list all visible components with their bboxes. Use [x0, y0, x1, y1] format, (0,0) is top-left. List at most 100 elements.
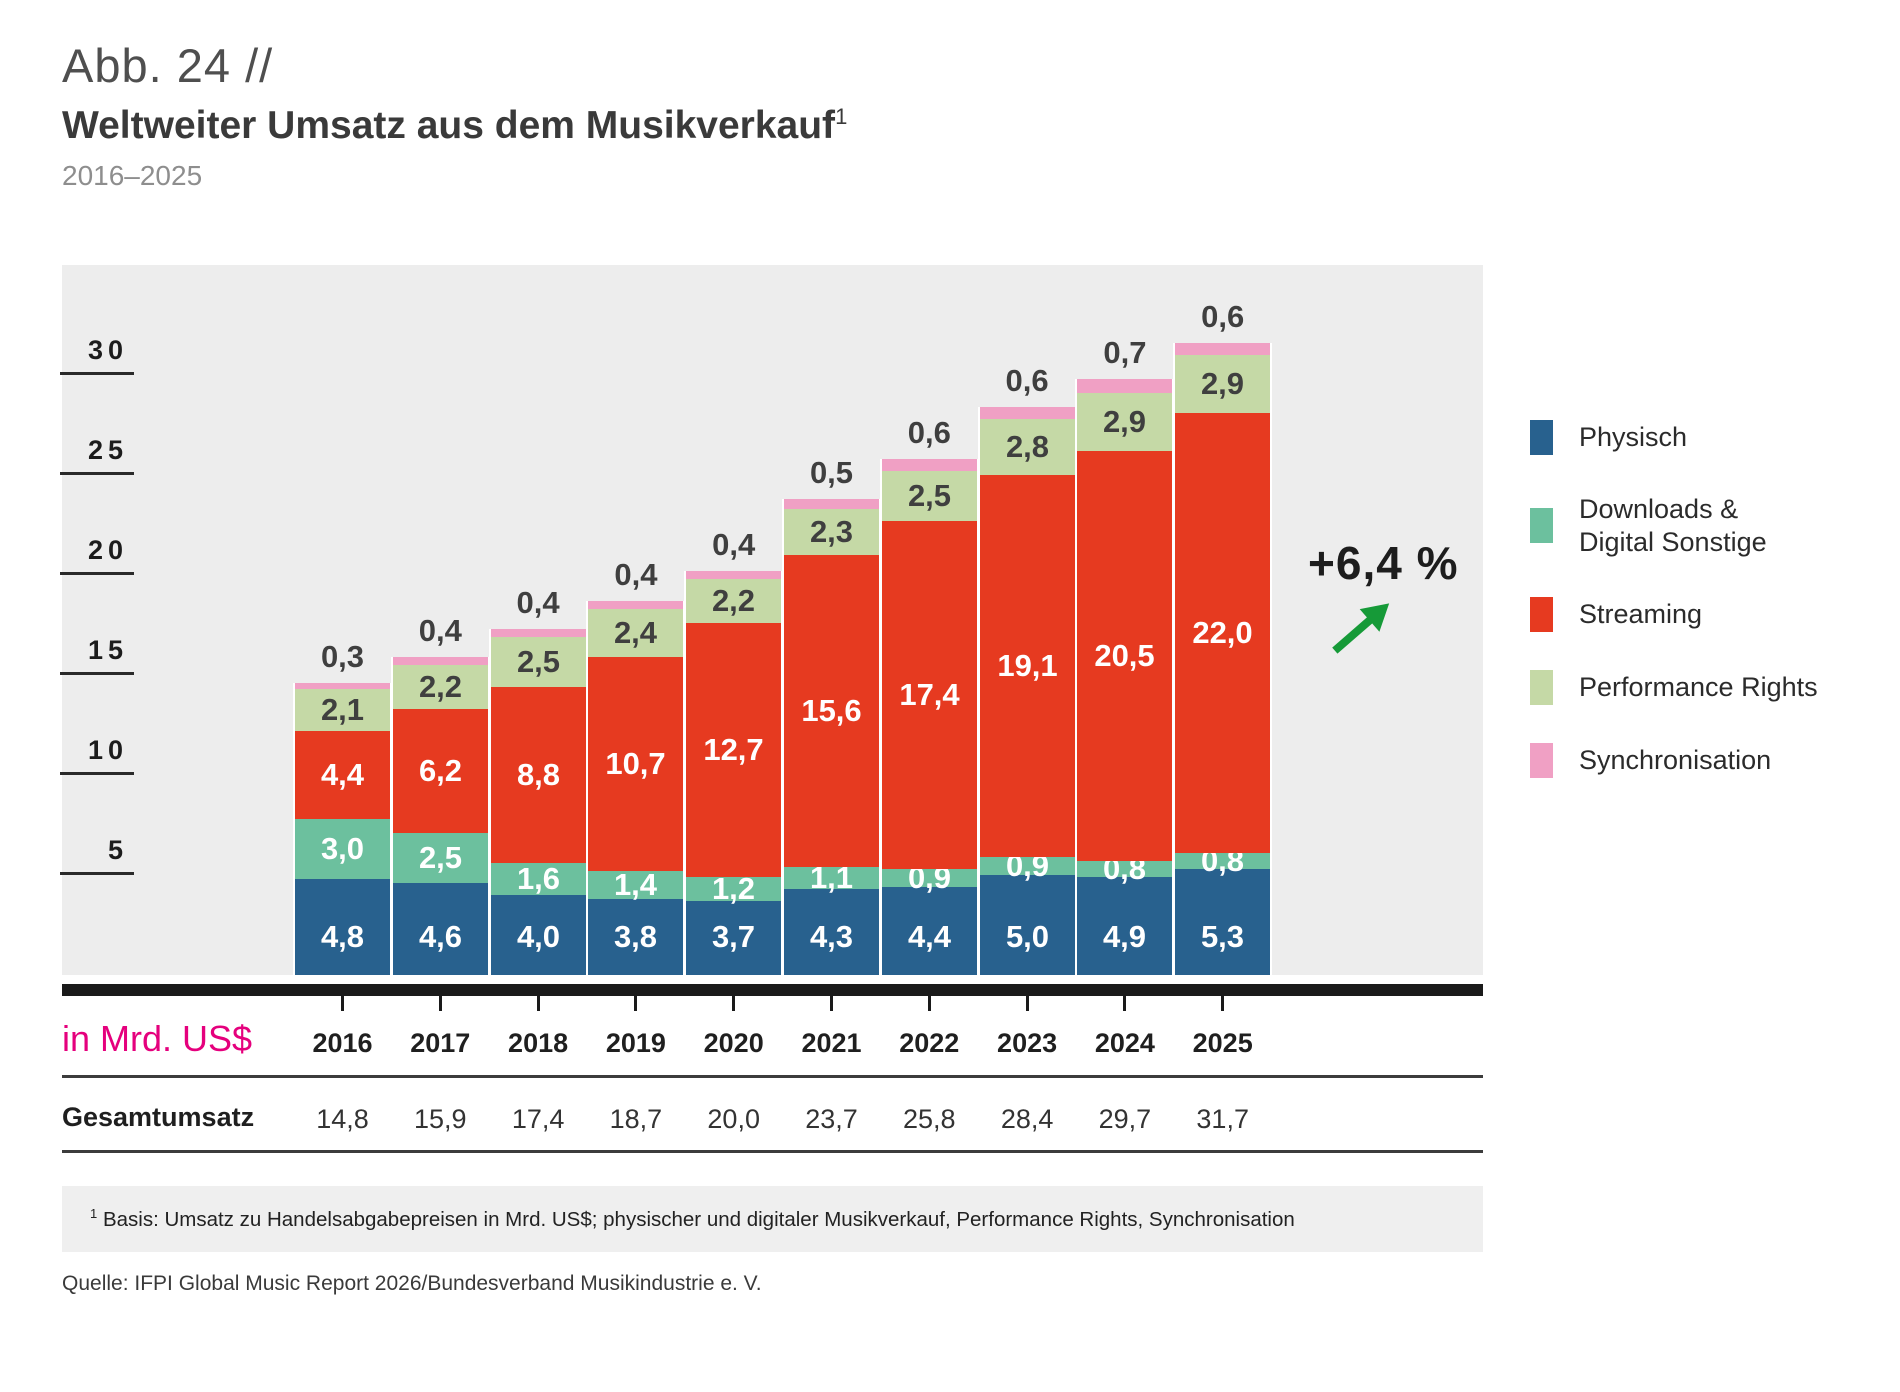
year-label-2019: 2019 [605, 1028, 666, 1058]
segment-value-label: 3,7 [711, 919, 756, 954]
y-axis-tick-line [60, 572, 134, 575]
footnote-mark: 1 [90, 1206, 98, 1222]
total-value-2019: 18,7 [609, 1104, 663, 1134]
bar-segment: 20,5 [1077, 451, 1172, 861]
segment-value-label: 4,9 [1102, 919, 1147, 954]
bar-segment: 4,4 [882, 887, 977, 975]
legend-swatch-icon [1530, 596, 1553, 632]
segment-value-label: 8,8 [516, 757, 561, 792]
segment-value-label: 2,2 [418, 669, 463, 704]
total-value-2024: 29,7 [1098, 1104, 1152, 1134]
bar-segment: 5,3 [1175, 869, 1270, 975]
segment-value-label: 4,0 [516, 919, 561, 954]
x-axis-tick [830, 996, 833, 1011]
segment-value-label: 5,3 [1200, 919, 1245, 954]
legend-label: Physisch [1579, 422, 1688, 453]
legend-label: Performance Rights [1579, 671, 1818, 702]
bar-segment: 10,7 [588, 657, 683, 871]
year-label-2025: 2025 [1192, 1028, 1253, 1058]
segment-value-label: 1,4 [613, 867, 658, 902]
total-value-2018: 17,4 [511, 1104, 565, 1134]
bar-segment: 5,0 [980, 875, 1075, 975]
segment-value-label: 2,8 [1005, 429, 1050, 464]
segment-value-label: 3,8 [613, 919, 658, 954]
bar-segment [980, 407, 1075, 419]
totals-row-label: Gesamtumsatz [62, 1102, 255, 1132]
segment-value-label: 5,0 [1005, 919, 1050, 954]
legend-item: Performance Rights [1530, 669, 1818, 705]
total-value-2023: 28,4 [1000, 1104, 1054, 1134]
x-axis-tick [1026, 996, 1029, 1011]
segment-value-label: 6,2 [418, 753, 463, 788]
bar-segment: 1,4 [588, 867, 683, 902]
year-label-2020: 2020 [703, 1028, 764, 1058]
segment-value-label: 22,0 [1192, 615, 1253, 650]
bar-segment: 2,5 [491, 637, 586, 687]
bar-segment: 2,8 [980, 419, 1075, 475]
footnote-body: Basis: Umsatz zu Handelsabgabepreisen in… [102, 1207, 1295, 1231]
stacked-bar-2019: 3,8 1,4 10,7 2,4 [586, 601, 685, 975]
sync-value-label: 0,4 [418, 613, 462, 648]
sync-value-label: 0,4 [712, 527, 756, 562]
bar-segment: 4,3 [784, 889, 879, 975]
bar-segment: 4,4 [295, 731, 390, 819]
bar-segment: 2,2 [393, 665, 488, 709]
segment-value-label: 2,5 [418, 840, 463, 875]
segment-value-label: 2,1 [320, 692, 365, 727]
stacked-bar-2021: 4,3 1,1 15,6 2,3 [782, 499, 881, 975]
bar-segment [491, 629, 586, 637]
total-value-2017: 15,9 [414, 1104, 467, 1134]
growth-annotation: +6,4 % [1308, 537, 1459, 589]
x-axis-tick [1123, 996, 1126, 1011]
segment-value-label: 4,8 [320, 919, 365, 954]
plot-area: 5 10 15 20 25 30 4,8 3,0 4,4 2,1 0,3 4,6 2,5 6,2 2,2 0,… [60, 265, 1483, 975]
y-axis-tick-label: 5 [107, 835, 128, 865]
bar-segment: 2,5 [393, 833, 488, 883]
figure-number: Abb. 24 // [62, 39, 274, 92]
bar-segment: 22,0 [1175, 413, 1270, 853]
segment-value-label: 17,4 [899, 677, 960, 712]
sync-value-label: 0,3 [320, 639, 365, 674]
bar-segment: 2,9 [1175, 355, 1270, 413]
bar-segment [588, 601, 683, 609]
sync-value-label: 0,6 [907, 415, 951, 450]
legend-item: Synchronisation [1530, 742, 1818, 778]
year-label-2023: 2023 [997, 1028, 1058, 1058]
table-rule-bottom [62, 1150, 1483, 1153]
source-line: Quelle: IFPI Global Music Report 2026/Bu… [62, 1272, 762, 1295]
bar-segment: 6,2 [393, 709, 488, 833]
year-label-2022: 2022 [899, 1028, 960, 1058]
segment-value-label: 2,9 [1102, 404, 1147, 439]
x-axis-tick [1221, 996, 1224, 1011]
segment-value-label: 19,1 [997, 648, 1058, 683]
segment-value-label: 2,3 [809, 514, 854, 549]
segment-value-label: 4,4 [907, 919, 952, 954]
y-axis-tick-line [60, 672, 134, 675]
bar-segment: 0,9 [980, 848, 1075, 883]
bar-segment: 4,8 [295, 879, 390, 975]
bar-segment: 2,4 [588, 609, 683, 657]
bar-segment: 19,1 [980, 475, 1075, 857]
bar-segment [784, 499, 879, 509]
legend-label: Synchronisation [1579, 744, 1772, 775]
year-label-2017: 2017 [410, 1028, 471, 1058]
stacked-bar-2016: 4,8 3,0 4,4 2,1 [293, 683, 392, 975]
stacked-bar-2020: 3,7 1,2 12,7 2,2 [684, 571, 783, 975]
segment-value-label: 12,7 [703, 732, 764, 767]
bar-segment: 2,5 [882, 471, 977, 521]
bar-segment: 2,9 [1077, 393, 1172, 451]
bar-segment [1175, 343, 1270, 355]
stacked-bar-2018: 4,0 1,6 8,8 2,5 [489, 629, 588, 975]
y-axis-tick-label: 30 [87, 335, 128, 365]
total-value-2022: 25,8 [903, 1104, 956, 1134]
legend-label: Streaming [1579, 598, 1703, 629]
bar-segment: 1,2 [686, 871, 781, 906]
x-axis-tick [537, 996, 540, 1011]
bar-segment [393, 657, 488, 665]
x-axis-tick [439, 996, 442, 1011]
bar-segment: 4,9 [1077, 877, 1172, 975]
bar-segment: 15,6 [784, 555, 879, 867]
stacked-bar-2025: 5,3 0,8 22,0 2,9 [1173, 343, 1272, 975]
segment-value-label: 15,6 [801, 693, 862, 728]
x-axis-tick [341, 996, 344, 1011]
